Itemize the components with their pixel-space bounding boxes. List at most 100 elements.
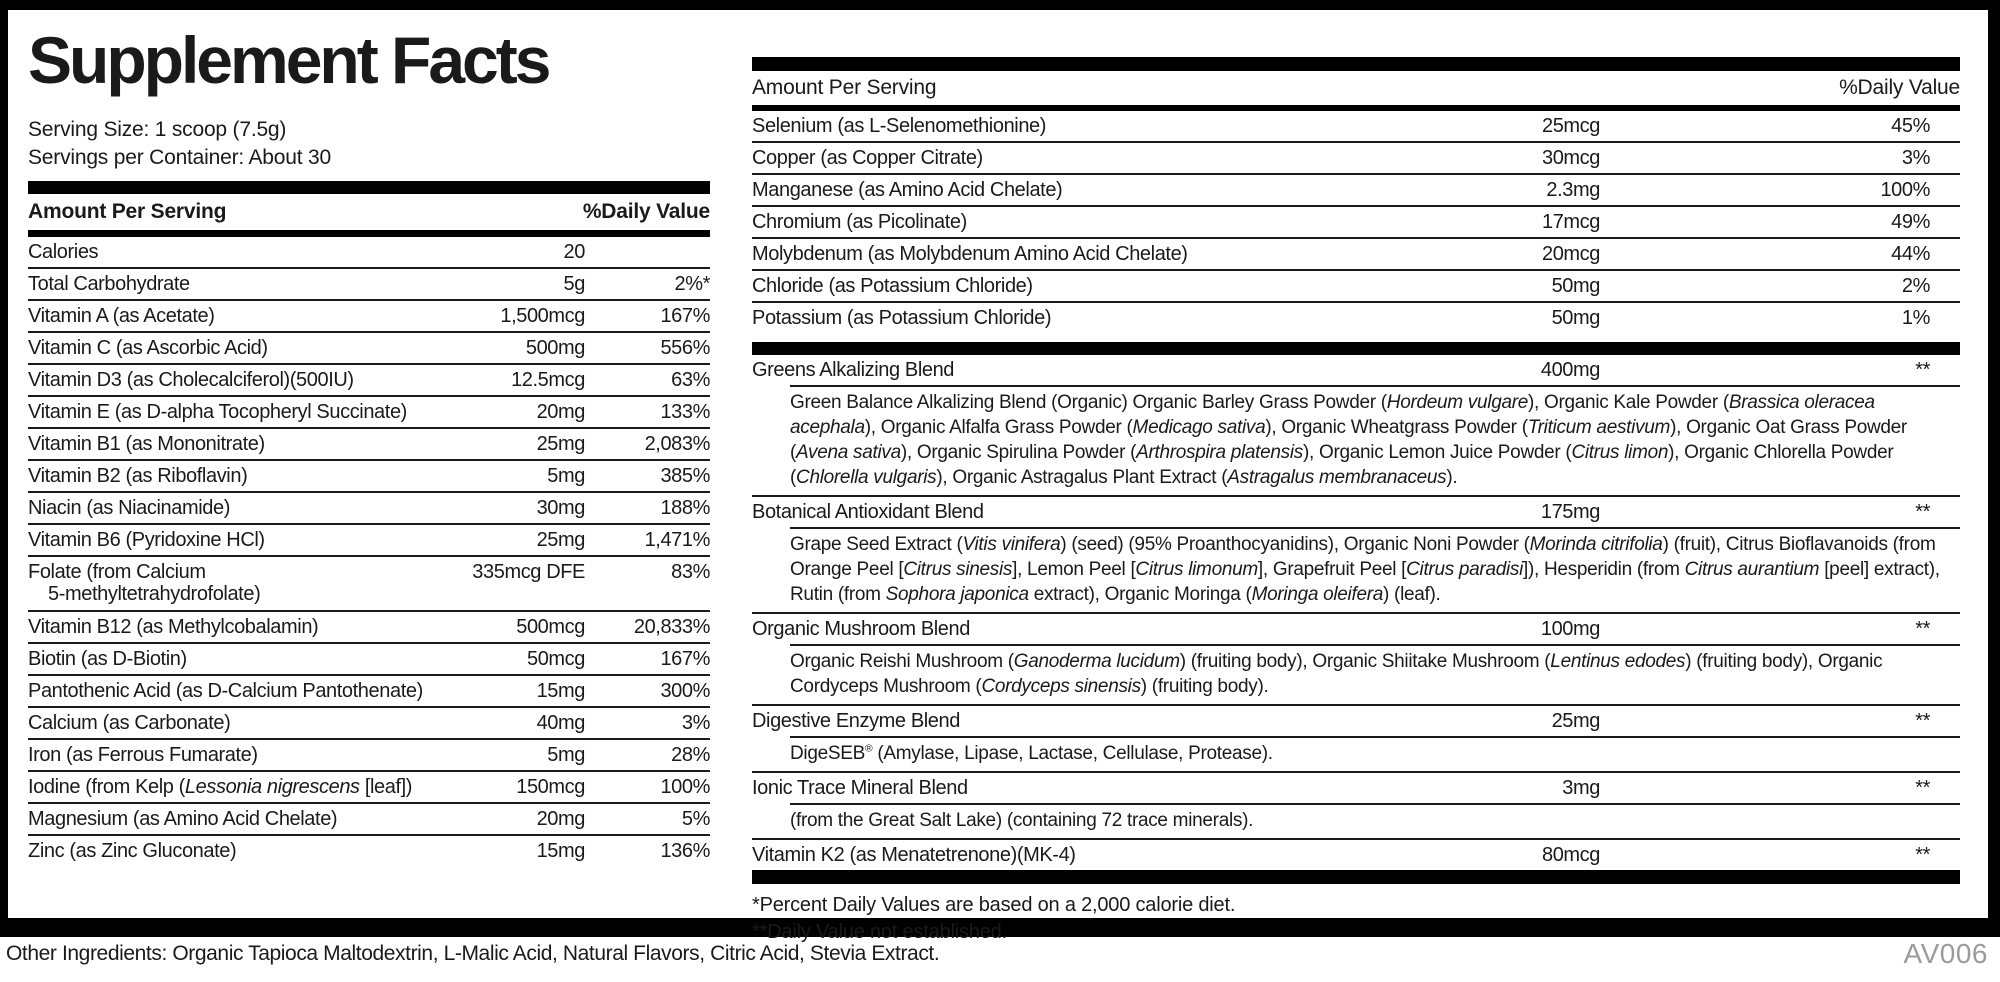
nutrient-row: Iodine (from Kelp (Lessonia nigrescens [… [28,770,710,802]
nutrient-amount: 12.5mcg [511,369,585,391]
nutrient-name-cell: Iron (as Ferrous Fumarate) [28,740,455,770]
nutrient-amount: 25mg [536,433,586,455]
frame-left-rule [0,0,8,937]
blend-section: Botanical Antioxidant Blend 175mg ** Gra… [752,495,1960,612]
blend-section: Digestive Enzyme Blend 25mg ** DigeSEB® … [752,704,1960,771]
nutrient-row: Molybdenum (as Molybdenum Amino Acid Che… [752,237,1960,269]
serving-size: Serving Size: 1 scoop (7.5g) [28,118,287,141]
nutrient-row: Vitamin A (as Acetate) 1,500mcg 167% [28,299,710,331]
nutrient-name-cell: Folate (from Calcium 5-methyltetrahydrof… [28,557,455,610]
nutrient-name: Vitamin E (as D-alpha Tocopheryl Succina… [28,401,407,423]
footnote-dv-not-established: **Daily Value not established. [752,921,1007,943]
nutrient-daily-value: 63% [671,369,710,391]
nutrient-amount: 5mg [547,744,585,766]
nutrient-name: Chromium (as Picolinate) [752,211,967,233]
servings-per-container: Servings per Container: About 30 [28,146,331,169]
nutrient-row: Vitamin B2 (as Riboflavin) 5mg 385% [28,459,710,491]
nutrient-name-cell: Vitamin D3 (as Cholecalciferol)(500IU) [28,365,455,395]
nutrient-amount: 1,500mcg [500,305,585,327]
nutrient-name: Folate (from Calcium [28,561,206,583]
nutrient-daily-value: 20,833% [633,616,711,638]
header-daily-value: %Daily Value [582,200,710,223]
nutrient-name: Iron (as Ferrous Fumarate) [28,744,258,766]
nutrient-name-cell: Vitamin E (as D-alpha Tocopheryl Succina… [28,397,455,427]
nutrient-name-cell: Vitamin A (as Acetate) [28,301,455,331]
nutrient-row: Pantothenic Acid (as D-Calcium Pantothen… [28,674,710,706]
header-amount-per-serving: Amount Per Serving [752,76,937,99]
nutrient-amount: 40mg [536,712,586,734]
thick-divider [28,181,710,194]
nutrient-name: Vitamin B6 (Pyridoxine HCl) [28,529,265,551]
nutrient-amount: 50mg [1551,275,1601,297]
nutrient-name: Selenium (as L-Selenomethionine) [752,115,1047,137]
nutrient-name: Vitamin B1 (as Mononitrate) [28,433,265,455]
blend-amount: 100mg [1540,618,1601,640]
nutrient-name-cell: Vitamin B1 (as Mononitrate) [28,429,455,459]
left-panel: Supplement Facts Serving Size: 1 scoop (… [28,10,710,866]
nutrient-row: Copper (as Copper Citrate) 30mcg 3% [752,141,1960,173]
blend-name: Ionic Trace Mineral Blend [752,777,968,799]
nutrient-daily-value: 385% [660,465,710,487]
nutrient-name-cell: Vitamin C (as Ascorbic Acid) [28,333,455,363]
nutrient-amount: 150mcg [516,776,585,798]
nutrient-daily-value: 49% [1891,211,1930,233]
blend-name: Botanical Antioxidant Blend [752,501,984,523]
nutrient-amount: 50mcg [526,648,585,670]
nutrient-amount: 30mg [536,497,586,519]
nutrient-daily-value: 100% [1880,179,1930,201]
nutrient-name: Biotin (as D-Biotin) [28,648,187,670]
nutrient-daily-value: 83% [671,561,710,583]
nutrient-name: Calories [28,241,99,263]
nutrient-name: Iodine (from Kelp (Lessonia nigrescens [… [28,776,413,798]
nutrient-daily-value: 2% [1901,275,1931,297]
blend-ingredients: Organic Reishi Mushroom (Ganoderma lucid… [790,644,1960,704]
nutrient-amount: 30mcg [1541,147,1600,169]
nutrient-row: Selenium (as L-Selenomethionine) 25mcg 4… [752,111,1960,141]
blend-ingredients: Green Balance Alkalizing Blend (Organic)… [790,385,1960,495]
nutrient-name: Vitamin B12 (as Methylcobalamin) [28,616,319,638]
nutrient-amount: 20mg [536,808,586,830]
right-table: Selenium (as L-Selenomethionine) 25mcg 4… [752,111,1960,333]
nutrient-name: Pantothenic Acid (as D-Calcium Pantothen… [28,680,423,702]
nutrient-daily-value: 100% [660,776,710,798]
blend-daily-value: ** [1915,359,1930,381]
nutrient-row: Folate (from Calcium 5-methyltetrahydrof… [28,555,710,610]
nutrient-name-cell: Zinc (as Zinc Gluconate) [28,836,455,866]
blend-daily-value: ** [1915,777,1930,799]
right-panel: Amount Per Serving %Daily Value Selenium… [752,0,1960,946]
nutrient-daily-value: 44% [1891,243,1930,265]
nutrient-daily-value: 3% [1901,147,1931,169]
nutrient-name-cell: Niacin (as Niacinamide) [28,493,455,523]
nutrient-row: Magnesium (as Amino Acid Chelate) 20mg 5… [28,802,710,834]
left-table: Calories 20 Total Carbohydrate 5g 2%* [28,237,710,866]
nutrient-amount: 20mg [536,401,586,423]
nutrient-daily-value: 5% [681,808,711,830]
left-table-header: Amount Per Serving %Daily Value [28,194,710,237]
nutrient-name: Calcium (as Carbonate) [28,712,231,734]
nutrient-daily-value [585,237,710,267]
nutrient-row: Vitamin B1 (as Mononitrate) 25mg 2,083% [28,427,710,459]
nutrient-name-cell: Total Carbohydrate [28,269,455,299]
nutrient-name-cell: Biotin (as D-Biotin) [28,644,455,674]
nutrient-daily-value: 556% [660,337,710,359]
nutrient-row: Vitamin C (as Ascorbic Acid) 500mg 556% [28,331,710,363]
nutrient-row: Zinc (as Zinc Gluconate) 15mg 136% [28,834,710,866]
blend-title-row: Organic Mushroom Blend 100mg ** [752,614,1960,644]
nutrient-row: Chloride (as Potassium Chloride) 50mg 2% [752,269,1960,301]
blend-amount: 400mg [1540,359,1601,381]
nutrient-amount: 5mg [547,465,585,487]
nutrient-amount: 25mg [536,529,586,551]
nutrient-name: Potassium (as Potassium Chloride) [752,307,1052,329]
nutrient-daily-value: 133% [660,401,710,423]
blend-name: Digestive Enzyme Blend [752,710,960,732]
footnotes: *Percent Daily Values are based on a 2,0… [752,884,1960,946]
blend-title-row: Greens Alkalizing Blend 400mg ** [752,355,1960,385]
page-title: Supplement Facts [28,23,551,97]
nutrient-daily-value: 28% [671,744,710,766]
nutrient-amount: 5g [563,273,586,295]
blend-amount: 3mg [1562,777,1600,799]
nutrient-daily-value: 167% [660,305,710,327]
nutrient-row: Total Carbohydrate 5g 2%* [28,267,710,299]
nutrient-daily-value: 2%* [674,273,711,295]
blend-daily-value: ** [1915,844,1930,866]
